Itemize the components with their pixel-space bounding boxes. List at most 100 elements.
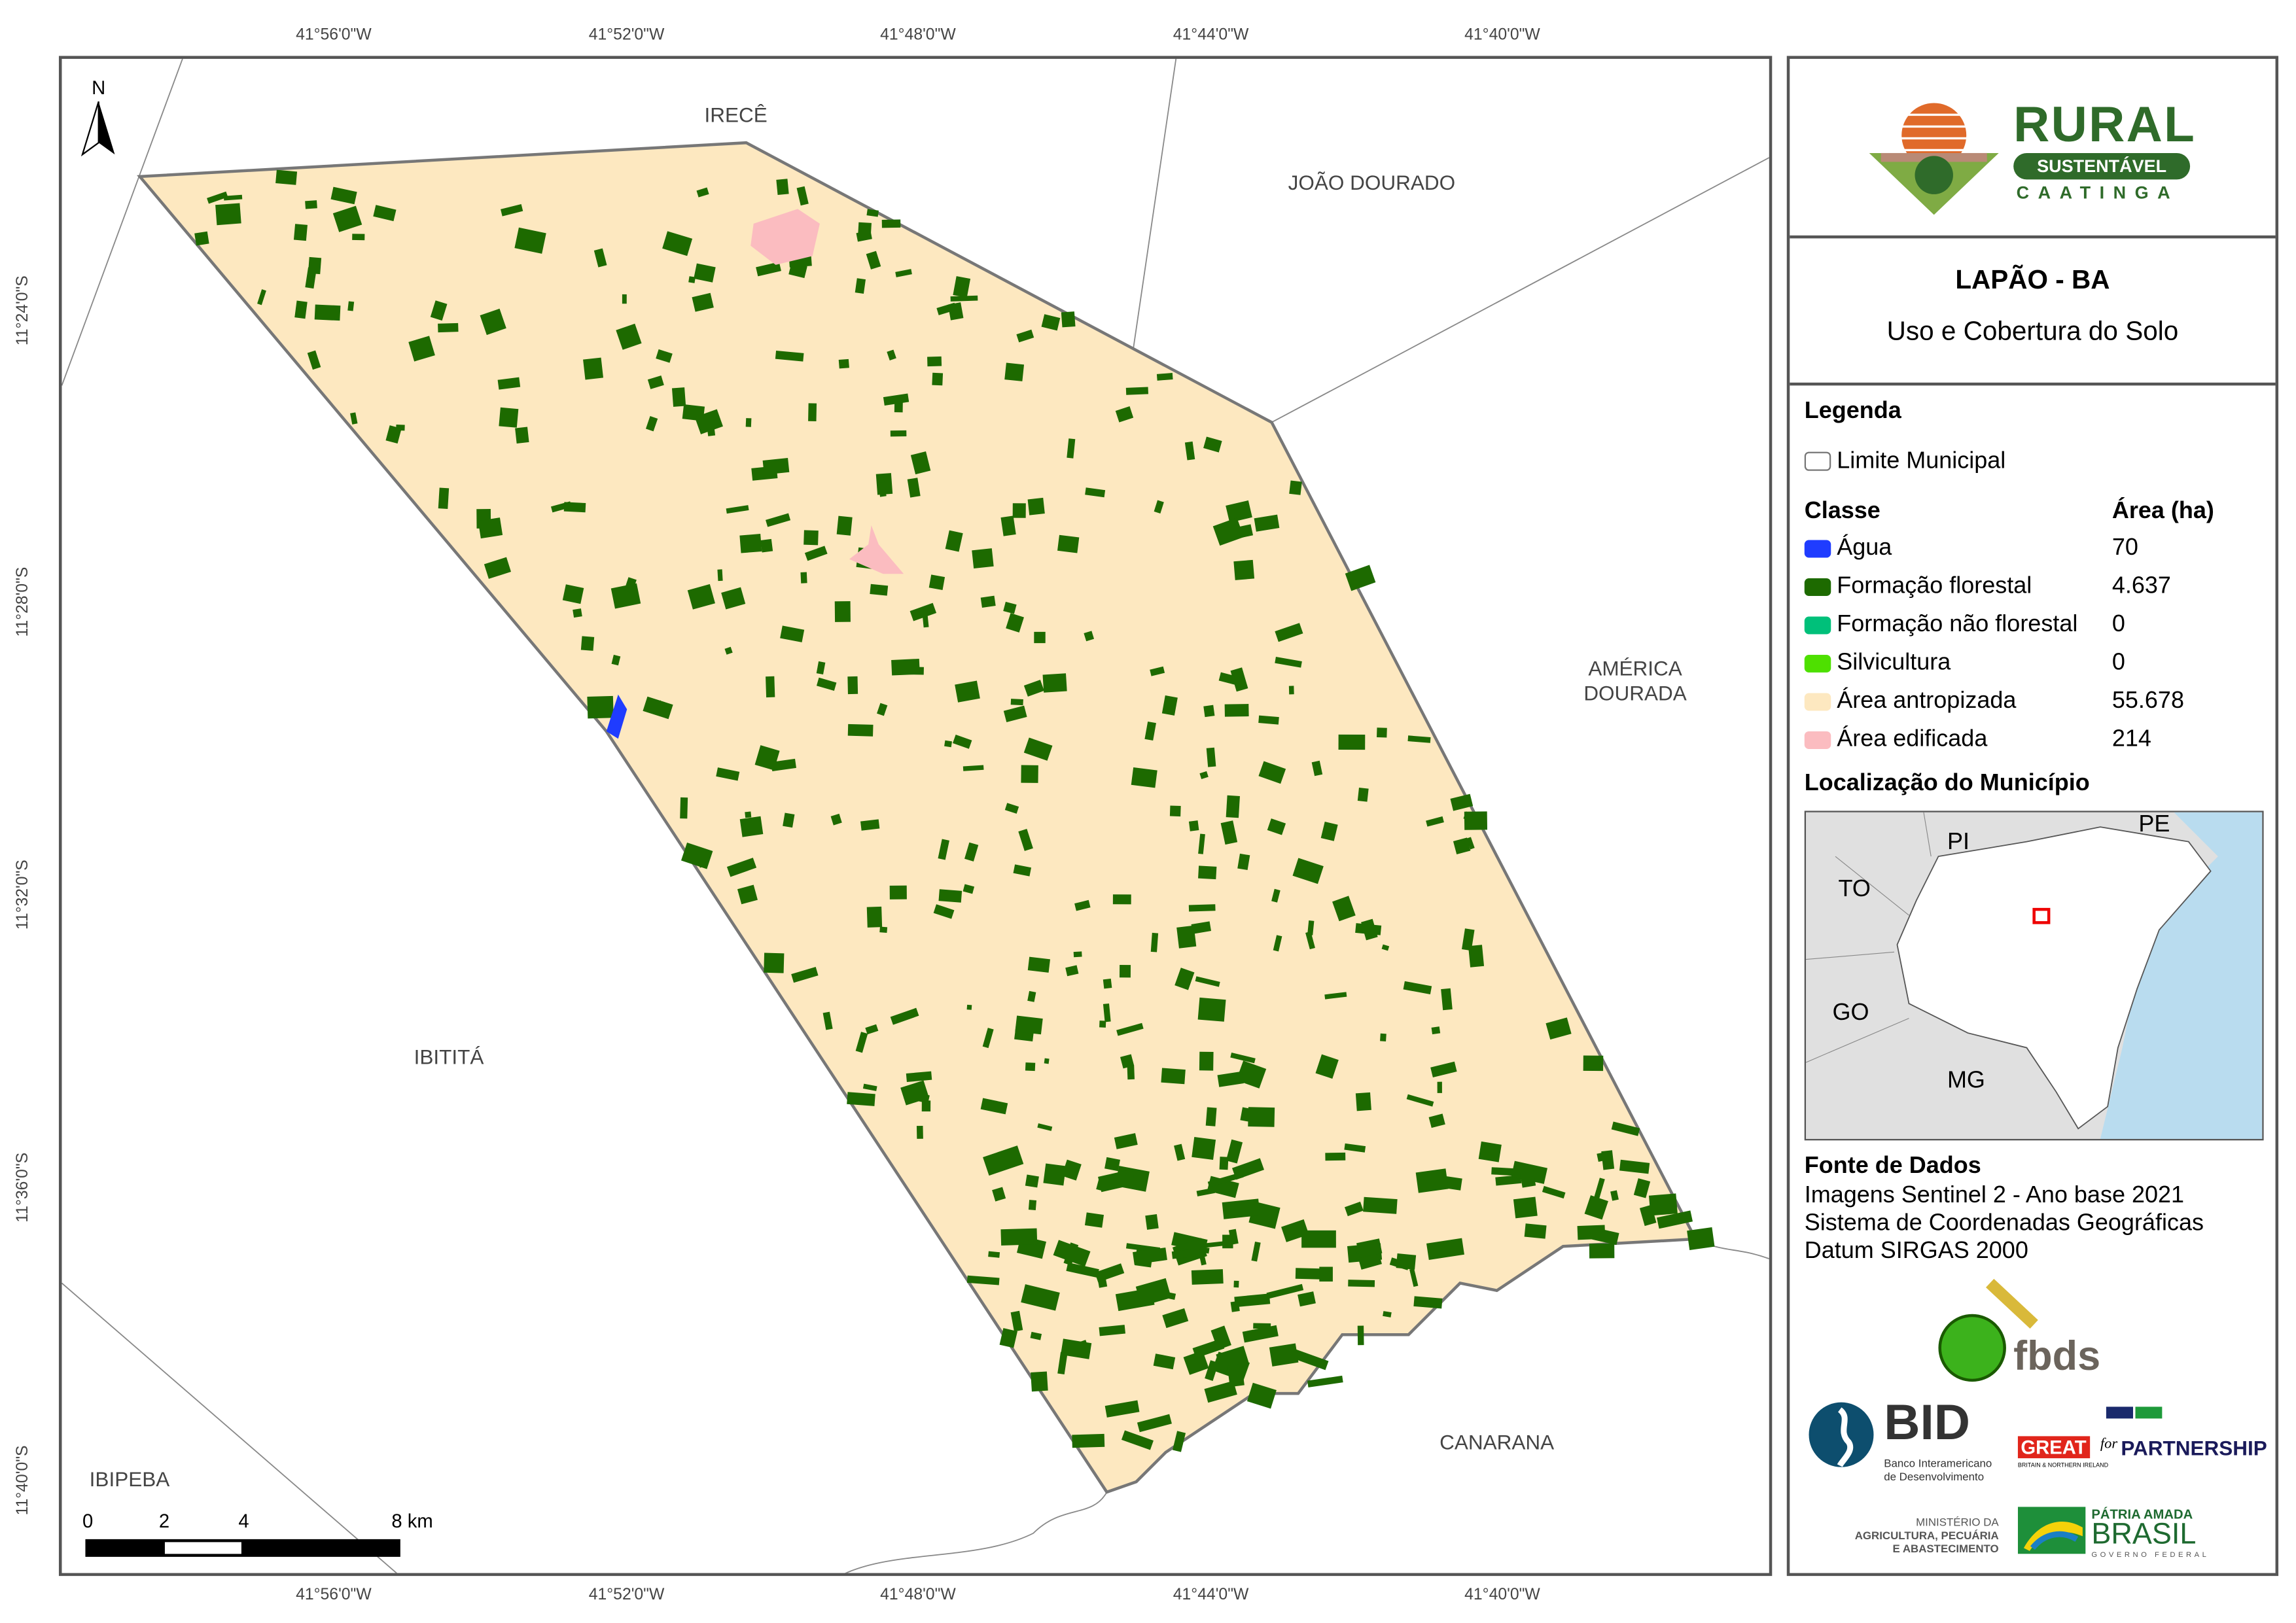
forest-patch <box>1589 1243 1615 1259</box>
forest-patch <box>1006 613 1024 633</box>
forest-patch <box>1226 795 1240 818</box>
forest-patch <box>1104 1400 1140 1418</box>
forest-patch <box>1325 1152 1346 1161</box>
forest-patch <box>1450 794 1474 811</box>
forest-patch <box>1633 1178 1651 1198</box>
forest-patch <box>1057 534 1080 553</box>
forest-patch <box>1061 311 1076 328</box>
forest-patch <box>1611 1121 1640 1136</box>
forest-patch <box>944 740 953 748</box>
patria-text: PÁTRIA AMADA <box>2091 1507 2193 1522</box>
legend-swatch <box>1804 654 1831 672</box>
forest-patch <box>1203 705 1215 718</box>
forest-patch <box>1271 888 1280 903</box>
forest-patch <box>1016 329 1034 343</box>
map-frame[interactable]: N IRECÊ JOÃO DOURADO AMÉRICA DOURADA IBI… <box>58 56 1773 1577</box>
legend-class-area: 70 <box>2111 535 2138 561</box>
forest-patch <box>1357 1325 1364 1346</box>
forest-patch <box>1468 945 1485 968</box>
forest-patch <box>1004 803 1019 814</box>
location-title: Localização do Município <box>1804 771 2090 796</box>
forest-patch <box>796 186 809 206</box>
forest-patch <box>332 205 362 232</box>
legend-panel: RURAL SUSTENTÁVEL CAATINGA LAPÃO - BA Us… <box>1786 56 2279 1577</box>
forest-patch <box>889 885 907 899</box>
forest-patch <box>1344 1201 1364 1217</box>
forest-patch <box>1273 935 1282 952</box>
forest-patch <box>1406 1094 1434 1107</box>
forest-patch <box>1161 1068 1186 1085</box>
forest-patch <box>687 584 715 610</box>
forest-patch <box>1430 1061 1457 1077</box>
legend-class-label: Silvicultura <box>1837 650 1951 676</box>
forest-patch <box>766 676 775 698</box>
forest-patch <box>860 819 880 831</box>
forest-patch <box>945 530 963 552</box>
forest-patch <box>1338 734 1366 750</box>
forest-patch <box>847 724 874 737</box>
forest-patch <box>1099 1021 1106 1028</box>
forest-patch <box>1188 904 1216 912</box>
forest-patch <box>822 1011 833 1030</box>
forest-patch <box>1542 1185 1566 1199</box>
forest-patch <box>1103 1003 1111 1022</box>
forest-patch <box>223 194 243 201</box>
forest-patch <box>1183 1350 1209 1375</box>
forest-patch <box>1013 864 1032 877</box>
forest-patch <box>1319 1266 1333 1282</box>
forest-patch <box>870 584 889 596</box>
map-subtitle: Uso e Cobertura do Solo <box>1886 316 2179 346</box>
governo-federal-logo: PÁTRIA AMADA BRASIL GOVERNO FEDERAL <box>2017 1507 2209 1560</box>
location-marker <box>2032 907 2051 924</box>
forest-patch <box>982 1028 994 1049</box>
forest-patch <box>963 765 984 771</box>
forest-patch <box>1012 503 1026 518</box>
lon-tick-top: 41°40'0"W <box>1464 26 1540 44</box>
forest-patch <box>1127 1065 1135 1080</box>
forest-patch <box>1043 1163 1067 1186</box>
forest-patch <box>966 1275 1000 1285</box>
forest-patch <box>1003 601 1017 614</box>
forest-patch <box>1114 1133 1138 1149</box>
source-line: Datum SIRGAS 2000 <box>1804 1238 2028 1265</box>
forest-patch <box>1121 1430 1154 1450</box>
state-label: PI <box>1947 829 1969 855</box>
forest-patch <box>1084 631 1095 642</box>
forest-patch <box>314 304 341 321</box>
forest-patch <box>933 904 955 919</box>
north-arrow: N <box>79 77 117 165</box>
legend-limite: Limite Municipal <box>1804 449 2005 475</box>
built-area <box>849 525 904 574</box>
neighbor-label: IBIPEBA <box>89 1467 170 1491</box>
forest-patch <box>1207 1172 1244 1187</box>
forest-patch <box>1004 362 1025 381</box>
forest-patch <box>857 222 872 239</box>
forest-patch <box>1266 1283 1304 1299</box>
class-header: Classe <box>1804 498 1881 524</box>
forest-patch <box>1025 1062 1036 1072</box>
forest-patch <box>1191 921 1212 934</box>
source-line: Sistema de Coordenadas Geográficas <box>1804 1211 2204 1236</box>
forest-patch <box>1044 1058 1050 1064</box>
forest-patch <box>1363 1196 1398 1214</box>
forest-patch <box>1204 1380 1237 1403</box>
forest-patch <box>1191 1269 1224 1285</box>
forest-patch <box>927 356 942 367</box>
forest-patch <box>947 302 964 321</box>
map-title: LAPÃO - BA <box>1955 264 2110 294</box>
forest-patch <box>980 1098 1008 1115</box>
forest-patch <box>1192 1338 1225 1359</box>
forest-patch <box>514 227 546 254</box>
municipal-boundaries <box>62 58 1769 1573</box>
forest-patch <box>1010 699 1023 706</box>
forest-patch <box>1188 820 1199 831</box>
forest-patch <box>1176 925 1197 949</box>
neighbor-label: JOÃO DOURADO <box>1288 170 1456 194</box>
forest-patch <box>1381 944 1390 951</box>
forest-patch <box>497 377 521 390</box>
forest-patch <box>1236 1060 1267 1089</box>
forest-patch <box>1357 788 1369 802</box>
legend-class-item: Formação não florestal <box>1804 612 2077 638</box>
forest-patch <box>1589 1227 1619 1246</box>
forest-patch <box>1437 1081 1442 1093</box>
